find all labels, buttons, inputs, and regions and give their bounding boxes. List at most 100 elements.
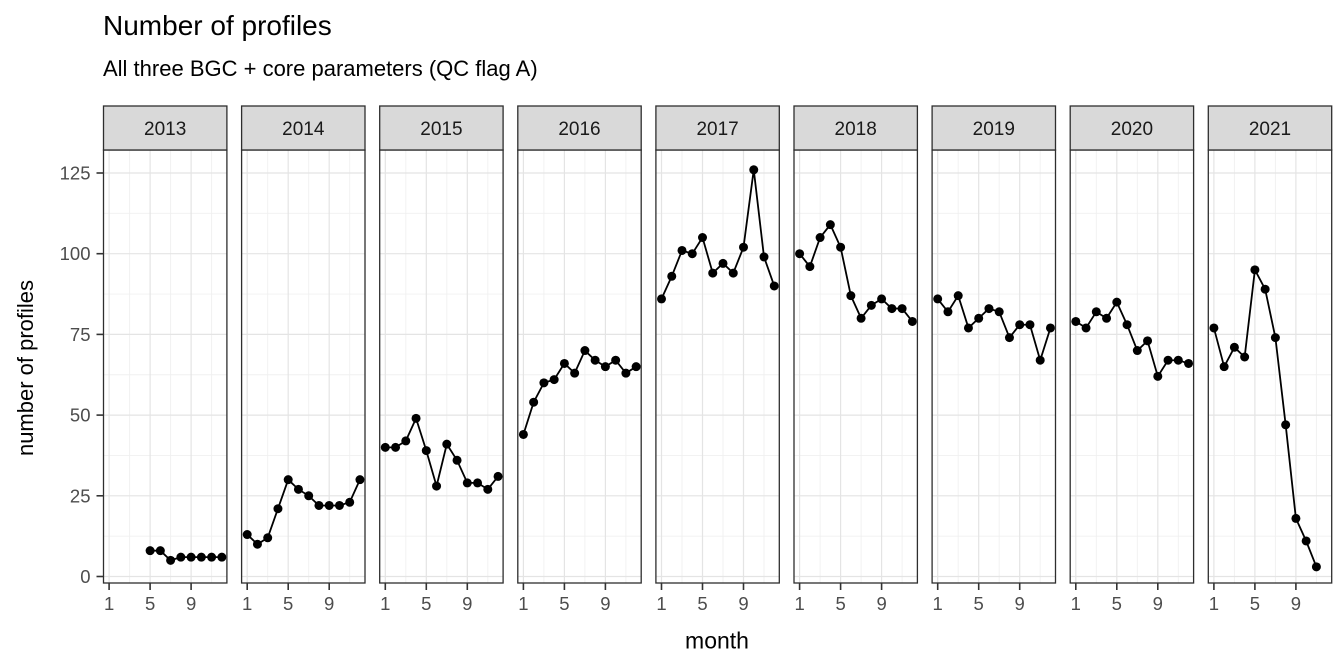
chart-title: Number of profiles [103, 10, 332, 41]
data-point [293, 484, 303, 494]
data-point [1301, 536, 1311, 546]
x-axis-tick-label: 1 [104, 593, 114, 614]
data-point [1081, 323, 1091, 333]
data-point [314, 500, 324, 510]
data-point [897, 304, 907, 314]
data-point [805, 262, 815, 272]
data-point [728, 268, 738, 278]
data-point [217, 552, 227, 562]
data-point [207, 552, 217, 562]
facet-strip [1207, 105, 1333, 151]
data-point [1209, 323, 1219, 333]
data-point [334, 500, 344, 510]
facet-strip [655, 105, 780, 151]
data-point [324, 500, 334, 510]
facet-strip-label: 2018 [835, 119, 877, 140]
y-axis-tick-label: 50 [70, 405, 91, 426]
data-point [1102, 313, 1112, 323]
x-axis-tick-label: 1 [380, 593, 390, 614]
data-point [483, 484, 493, 494]
data-point [1311, 562, 1321, 572]
panel-background [241, 150, 365, 583]
data-point [953, 291, 963, 301]
panel-background [1070, 150, 1194, 583]
x-axis-tick-label: 1 [242, 593, 252, 614]
facet-strip-label: 2016 [558, 119, 600, 140]
facet-2017: 2017 1 5 9 [655, 105, 780, 614]
data-point [590, 355, 600, 365]
data-point [493, 471, 503, 481]
data-point [1219, 362, 1229, 372]
x-axis-tick-label: 9 [738, 593, 748, 614]
facet-2020: 2020 1 5 9 [1069, 105, 1195, 614]
x-axis-tick-label: 9 [1153, 593, 1163, 614]
data-point [345, 497, 355, 507]
x-axis-tick-label: 9 [324, 593, 334, 614]
facet-2014: 2014 1 5 9 [240, 105, 366, 614]
data-point [631, 362, 641, 372]
data-point [166, 555, 176, 565]
data-point [667, 271, 677, 281]
data-point [1240, 352, 1250, 362]
x-axis-tick-label: 5 [283, 593, 293, 614]
x-axis-tick-label: 9 [876, 593, 886, 614]
facet-strip-label: 2019 [973, 119, 1015, 140]
data-point [1045, 323, 1055, 333]
data-point [283, 475, 293, 485]
data-point [974, 313, 984, 323]
data-point [1163, 355, 1173, 365]
data-point [769, 281, 779, 291]
data-point [304, 491, 314, 501]
facet-strip-label: 2020 [1111, 119, 1153, 140]
data-point [186, 552, 196, 562]
data-point [1015, 320, 1025, 330]
data-point [462, 478, 472, 488]
panel-background [1208, 150, 1332, 583]
data-point [621, 368, 631, 378]
data-point [877, 294, 887, 304]
data-point [718, 258, 728, 268]
data-point [155, 546, 165, 556]
facet-strip [379, 105, 504, 151]
data-point [984, 304, 994, 314]
facet-strip-label: 2013 [144, 119, 186, 140]
x-axis-tick-label: 1 [1209, 593, 1219, 614]
data-point [1025, 320, 1035, 330]
data-point [1004, 333, 1014, 343]
data-point [836, 242, 846, 252]
data-point [866, 300, 876, 310]
facet-2021: 2021 1 5 9 [1207, 105, 1333, 614]
y-axis-tick-label: 0 [80, 566, 90, 587]
data-point [887, 304, 897, 314]
x-axis-tick-label: 5 [559, 593, 569, 614]
x-axis-tick-label: 5 [1250, 593, 1260, 614]
facet-strip [240, 105, 366, 151]
x-axis-tick-label: 9 [186, 593, 196, 614]
data-point [943, 307, 953, 317]
data-point [1071, 316, 1081, 326]
facet-strip [793, 105, 919, 151]
x-axis-tick-label: 9 [1015, 593, 1025, 614]
x-axis-title: month [685, 627, 749, 654]
data-point [549, 375, 559, 385]
data-point [611, 355, 621, 365]
x-axis-tick-label: 5 [974, 593, 984, 614]
facet-strip [102, 105, 228, 151]
facet-strip-label: 2014 [282, 119, 325, 140]
panel-background [794, 150, 918, 583]
panel-background [517, 150, 642, 583]
data-point [1112, 297, 1122, 307]
x-axis-tick-label: 1 [656, 593, 666, 614]
data-point [1229, 342, 1239, 352]
data-point [1250, 265, 1260, 275]
data-point [1132, 346, 1142, 356]
facet-strip-label: 2021 [1249, 119, 1291, 140]
data-point [252, 539, 262, 549]
y-axis-tick-label: 75 [70, 324, 91, 345]
data-point [518, 429, 528, 439]
data-point [825, 220, 835, 230]
panel-background [932, 150, 1056, 583]
x-axis-tick-label: 1 [794, 593, 804, 614]
y-axis-tick-label: 100 [60, 243, 91, 264]
